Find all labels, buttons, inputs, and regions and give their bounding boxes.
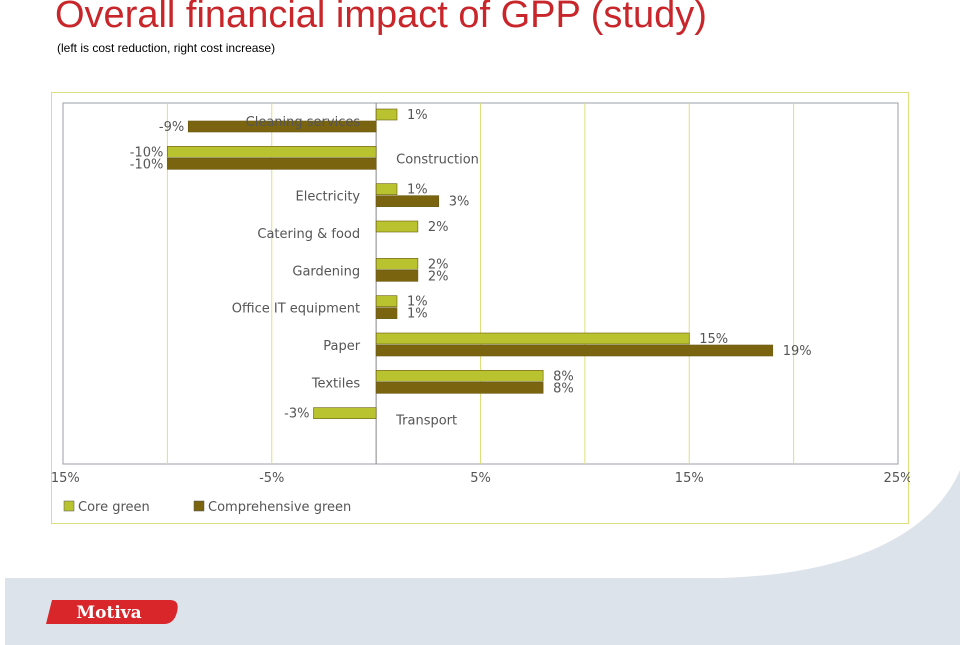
x-tick-label: 15%: [675, 471, 704, 486]
bar-core: [375, 183, 398, 195]
x-tick-label: 25%: [884, 471, 910, 486]
data-label: -10%: [130, 157, 164, 172]
x-tick-label: -5%: [259, 471, 284, 486]
legend-swatch: [193, 500, 205, 512]
category-label: Electricity: [296, 190, 361, 205]
page-title: Overall financial impact of GPP (study): [55, 0, 707, 36]
data-label: 1%: [407, 108, 428, 123]
logo-text: Motiva: [76, 603, 141, 623]
bar-core: [313, 407, 377, 419]
legend-swatch: [63, 500, 75, 512]
category-label: Cleaning services: [246, 115, 361, 130]
data-label: -10%: [130, 145, 164, 160]
data-label: 19%: [783, 344, 812, 359]
x-tick-label: 5%: [470, 471, 491, 486]
data-label: 2%: [428, 257, 449, 272]
bar-core: [375, 295, 398, 307]
category-label: Transport: [395, 414, 457, 429]
bar-comprehensive: [375, 307, 398, 319]
category-label: Construction: [396, 152, 479, 167]
bar-comprehensive: [375, 270, 419, 282]
category-label: Office IT equipment: [232, 302, 360, 317]
data-label: 15%: [699, 332, 728, 347]
data-label: 8%: [553, 381, 574, 396]
category-label: Textiles: [311, 376, 361, 391]
data-label: -3%: [284, 407, 309, 422]
legend-label: Comprehensive green: [208, 500, 351, 515]
bar-comprehensive: [187, 120, 377, 133]
data-label: 3%: [449, 195, 470, 210]
category-label: Gardening: [292, 264, 360, 279]
page-subtitle: (left is cost reduction, right cost incr…: [57, 41, 276, 55]
category-label: Catering & food: [257, 227, 360, 242]
data-label: 8%: [553, 369, 574, 384]
legend-label: Core green: [78, 500, 150, 515]
category-label: Paper: [323, 339, 360, 354]
footer-swoosh: [720, 470, 960, 578]
bar-core: [375, 332, 690, 345]
chart-frame: -15% -5% 5% 15% 25% 1% -9% Cleaning services -10…: [51, 92, 910, 524]
bar-comprehensive: [375, 344, 774, 357]
data-label: 1%: [407, 183, 428, 198]
bar-core: [375, 258, 419, 270]
x-tick-label: -15%: [52, 471, 80, 486]
data-label: 1%: [407, 295, 428, 310]
motiva-logo[interactable]: Motiva: [46, 598, 180, 626]
data-label: 2%: [428, 220, 449, 235]
bar-core: [375, 108, 398, 121]
bar-comprehensive: [375, 382, 544, 394]
data-label: 1%: [407, 307, 428, 322]
data-label: -9%: [159, 120, 184, 135]
bar-core: [167, 146, 377, 158]
bar-core: [375, 370, 544, 382]
bar-core: [375, 220, 419, 233]
bar-comprehensive: [375, 195, 440, 207]
data-label: 2%: [428, 269, 449, 284]
bar-comprehensive: [167, 158, 377, 170]
bar-chart: -15% -5% 5% 15% 25% 1% -9% Cleaning services -10…: [52, 102, 910, 515]
